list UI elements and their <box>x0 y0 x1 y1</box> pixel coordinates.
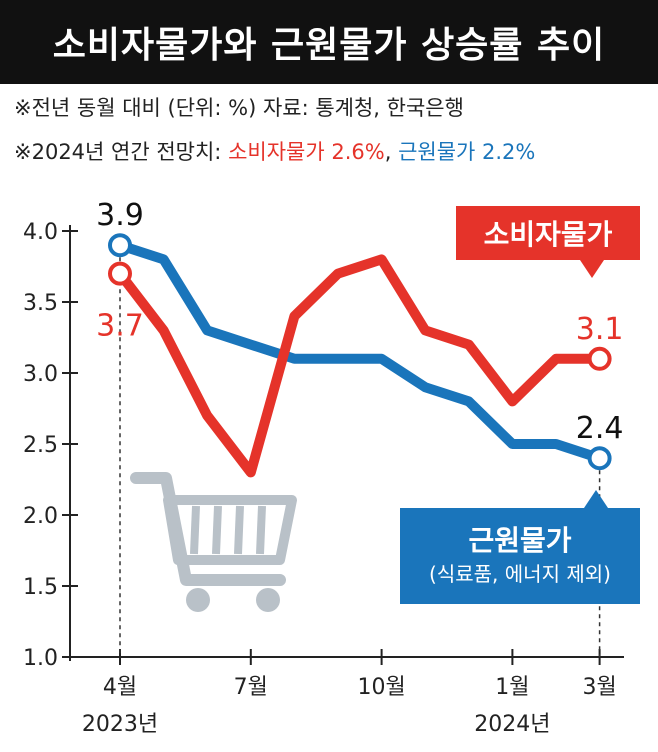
forecast-note-core: 근원물가 2.2% <box>398 140 536 164</box>
callout-core: 근원물가 (식료품, 에너지 제외) <box>400 490 640 604</box>
page-title: 소비자물가와 근원물가 상승률 추이 <box>0 0 658 84</box>
cart-slat-3 <box>256 505 266 555</box>
x-tick-label: 10월 <box>357 675 405 700</box>
y-tick-label: 4.0 <box>23 220 58 245</box>
point-marker-core-11 <box>587 446 612 471</box>
chart-labels: 3.9 3.7 3.1 2.4 <box>96 198 623 446</box>
chart-axes: 1.0 1.5 2.0 2.5 3.0 3.5 4.0 4월 7월 10월 1월 3월 2023년 202… <box>23 220 624 737</box>
x-tick-label: 7월 <box>234 675 268 700</box>
y-tick-label: 2.0 <box>23 504 58 529</box>
y-tick-label: 1.0 <box>23 646 58 671</box>
series-line-cpi <box>115 254 605 478</box>
source-note: ※전년 동월 대비 (단위: %) 자료: 통계청, 한국은행 <box>14 96 464 120</box>
shopping-cart-icon <box>130 472 297 612</box>
point-marker-cpi-11 <box>587 346 612 371</box>
cart-slat-2 <box>234 505 244 555</box>
chart-series <box>108 233 612 478</box>
cart-wheel-left <box>186 588 210 612</box>
point-marker-core-0 <box>108 233 132 258</box>
data-label: 2.4 <box>576 411 624 446</box>
y-tick-label: 1.5 <box>23 575 58 600</box>
year-label: 2024년 <box>474 712 550 737</box>
data-label: 3.1 <box>576 312 624 347</box>
forecast-note-prefix: ※2024년 연간 전망치: <box>14 140 229 164</box>
cart-basket <box>163 495 297 565</box>
forecast-note-cpi: 소비자물가 2.6% <box>228 140 385 164</box>
cart-slat-1 <box>212 505 222 555</box>
forecast-note-separator: , <box>384 140 399 164</box>
series-line-core <box>115 240 605 464</box>
callout-cpi: 소비자물가 <box>456 206 640 278</box>
data-label: 3.7 <box>96 309 144 344</box>
callout-core-label: 근원물가 <box>468 524 572 557</box>
y-tick-label: 3.5 <box>23 291 58 316</box>
callout-cpi-label: 소비자물가 <box>483 218 613 251</box>
cart-slat-0 <box>190 505 200 555</box>
data-label: 3.9 <box>96 198 144 233</box>
x-tick-label: 3월 <box>582 675 616 700</box>
x-tick-label: 1월 <box>495 675 529 700</box>
forecast-note: ※2024년 연간 전망치: 소비자물가 2.6%, 근원물가 2.2% <box>14 136 535 166</box>
callout-core-sublabel: (식료품, 에너지 제외) <box>429 562 611 586</box>
point-marker-cpi-0 <box>108 261 132 286</box>
year-label: 2023년 <box>82 712 158 737</box>
title-text: 소비자물가와 근원물가 상승률 추이 <box>52 25 606 66</box>
cart-wheel-right <box>256 588 280 612</box>
y-tick-label: 2.5 <box>23 433 58 458</box>
y-tick-label: 3.0 <box>23 362 58 387</box>
x-tick-label: 4월 <box>103 675 137 700</box>
